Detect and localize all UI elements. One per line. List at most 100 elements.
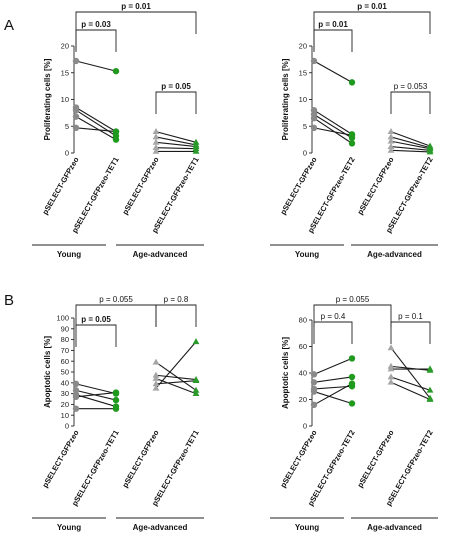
data-point: [310, 115, 318, 122]
category-label: pSELECT-GFPzeo: [278, 155, 318, 216]
significance-bracket: [390, 321, 431, 344]
data-point: [348, 140, 356, 147]
significance-bracket: [75, 324, 117, 347]
pair-line: [155, 341, 197, 389]
group-label: Age-advanced: [133, 250, 188, 259]
y-tick-label: 80: [61, 335, 69, 344]
data-point: [152, 374, 160, 381]
data-point: [72, 393, 80, 401]
data-point: [387, 344, 395, 351]
pair-line: [390, 131, 431, 147]
significance-bracket: [390, 91, 431, 114]
data-point: [387, 137, 395, 144]
y-axis-label: Apoptotic cells [%]: [43, 336, 52, 408]
pair-line: [313, 109, 353, 135]
pair-line: [390, 365, 431, 371]
group-label: Young: [57, 250, 81, 259]
data-point: [152, 384, 160, 391]
category-label: pSELECT-GFPzeo: [355, 428, 395, 489]
data-point: [192, 147, 200, 154]
category-label: pSELECT-GFPzeo-TET1: [150, 155, 201, 235]
category-label: pSELECT-GFPzeo-TET1: [70, 428, 121, 508]
pair-line: [155, 361, 197, 391]
category-label: pSELECT-GFPzeo: [40, 155, 80, 216]
group-label: Age-advanced: [367, 250, 422, 259]
category-label: pSELECT-GFPzeo-TET1: [70, 155, 121, 235]
chart-1: 0 5 10 15 20 Proliferating cells [%] pSELECT-G…: [32, 2, 204, 259]
data-point: [387, 378, 395, 385]
significance-bracket: [313, 29, 353, 52]
data-point: [192, 386, 200, 393]
data-point: [72, 405, 80, 412]
significance-bracket: [75, 11, 197, 50]
data-point: [310, 379, 318, 386]
data-point: [152, 371, 160, 378]
y-tick-label: 50: [61, 368, 69, 377]
group-label: Young: [57, 523, 81, 532]
pair-line: [155, 147, 197, 150]
pair-line: [313, 383, 353, 406]
significance-bracket: [313, 321, 353, 344]
category-label: pSELECT-GFPzeo: [120, 428, 160, 489]
pair-line: [75, 391, 117, 398]
pair-line: [390, 149, 431, 153]
chart-4: 0 20 40 60 80 Apoptotic cells [%] pSELECT-GFPz…: [270, 295, 438, 532]
p-value-label: p = 0.055: [336, 295, 370, 304]
pair-line: [313, 357, 353, 375]
pair-line: [313, 376, 353, 383]
pair-line: [155, 136, 197, 146]
y-axis-label: Proliferating cells [%]: [281, 58, 290, 140]
significance-bracket: [313, 11, 431, 50]
y-tick-label: 5: [303, 122, 307, 131]
y-tick-label: 80: [299, 316, 307, 325]
pair-line: [313, 391, 353, 404]
category-label: pSELECT-GFPzeo: [120, 155, 160, 216]
pair-line: [313, 117, 353, 144]
significance-bracket: [313, 304, 392, 327]
data-point: [192, 338, 200, 345]
data-point: [112, 396, 120, 404]
data-point: [152, 133, 160, 140]
charts-layer: 0 5 10 15 20 Proliferating cells [%] pSELECT-G…: [32, 2, 438, 532]
pair-line: [75, 107, 117, 133]
group-label: Young: [295, 250, 319, 259]
data-point: [310, 371, 318, 378]
p-value-label: p = 0.05: [161, 82, 191, 91]
y-tick-label: 20: [61, 400, 69, 409]
category-label: pSELECT-GFPzeo-TET1: [150, 428, 201, 508]
data-point: [152, 144, 160, 151]
y-tick-label: 15: [61, 68, 69, 77]
pair-line: [390, 146, 431, 151]
significance-bracket: [155, 91, 197, 114]
data-point: [310, 124, 318, 132]
pair-line: [155, 374, 197, 381]
data-point: [72, 380, 80, 388]
data-point: [152, 380, 160, 387]
pair-line: [390, 140, 431, 150]
data-point: [387, 133, 395, 140]
data-point: [310, 57, 318, 65]
p-value-label: p = 0.01: [318, 20, 348, 29]
data-point: [387, 373, 395, 380]
pair-line: [155, 380, 197, 385]
y-tick-label: 0: [65, 149, 69, 158]
p-value-label: p = 0.05: [81, 315, 111, 324]
data-point: [426, 395, 434, 402]
group-label: Young: [295, 523, 319, 532]
pair-line: [75, 383, 117, 395]
y-tick-label: 5: [65, 122, 69, 131]
data-point: [112, 389, 120, 396]
pair-line: [313, 127, 353, 136]
y-axis-label: Apoptotic cells [%]: [281, 337, 290, 409]
data-point: [310, 388, 318, 395]
y-tick-label: 20: [299, 42, 307, 51]
pair-line: [75, 60, 117, 72]
category-label: pSELECT-GFPzeo-TET2: [384, 429, 435, 508]
y-tick-label: 70: [61, 346, 69, 355]
data-point: [112, 67, 120, 75]
pair-line: [155, 141, 197, 148]
data-point: [112, 405, 120, 412]
p-value-label: p = 0.8: [164, 295, 189, 304]
